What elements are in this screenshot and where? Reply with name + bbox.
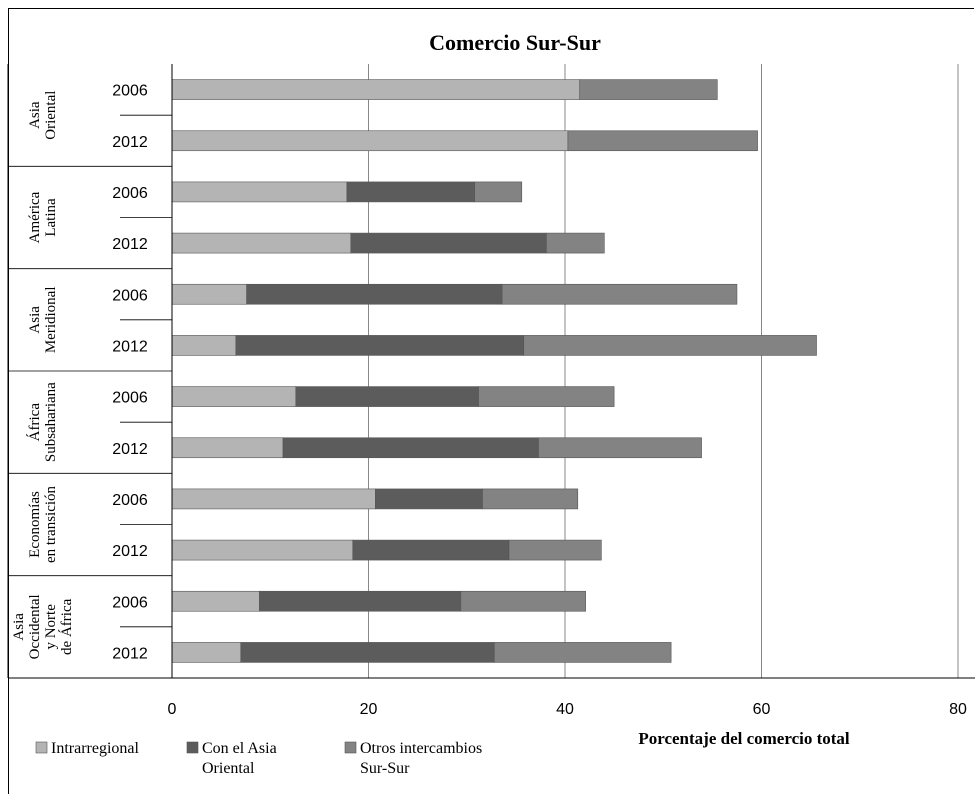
year-label: 2012 <box>112 338 148 355</box>
year-label: 2006 <box>112 83 148 100</box>
group-label-line: Meridional <box>43 287 59 354</box>
year-label: 2012 <box>112 441 148 458</box>
bar-segment <box>240 642 495 663</box>
group-label-line: África <box>26 403 43 442</box>
year-label: 2006 <box>112 185 148 202</box>
group-label-line: Asia <box>11 613 27 641</box>
bar-segment <box>350 232 547 254</box>
bar-segment <box>346 181 475 203</box>
bar-segment <box>259 590 462 612</box>
group-label: Asia Occidental y Norte de África <box>11 594 75 659</box>
group-label-line: Economías <box>27 491 43 558</box>
year-label: 2006 <box>112 492 148 509</box>
bar-segment <box>246 283 503 305</box>
bar-segment <box>460 590 586 612</box>
x-tick-label: 0 <box>168 701 177 718</box>
bar-segment <box>482 488 579 510</box>
x-tick-label: 40 <box>556 701 574 718</box>
legend: Intrarregional Con el Asia Oriental Otros i… <box>35 740 482 777</box>
group-label-line: Asia <box>27 306 43 334</box>
group-label-line: Subsahariana <box>43 382 59 462</box>
legend-label: Con el Asia <box>202 740 277 757</box>
bar-segment <box>171 181 348 203</box>
bar-segment <box>171 130 569 152</box>
bar-segment <box>282 437 539 459</box>
year-label: 2012 <box>112 236 148 253</box>
year-label: 2006 <box>112 390 148 407</box>
group-label-line: Occidental <box>27 594 43 659</box>
bar-segment <box>171 539 354 561</box>
category-labels: 2006 2012 2006 2012 2006 2012 2006 2012 2006 2012… <box>7 64 172 679</box>
bar-segment <box>501 283 738 305</box>
legend-label: Otros intercambios <box>360 740 482 757</box>
legend-label: Intrarregional <box>51 740 140 757</box>
group-label: Asia Meridional <box>27 287 59 354</box>
legend-swatch <box>186 741 199 754</box>
year-label: 2006 <box>112 594 148 611</box>
group-label: África Subsahariana <box>26 382 59 462</box>
bar-segment <box>171 335 237 356</box>
group-label-line: y Norte <box>43 604 59 650</box>
bar-segment <box>493 642 672 663</box>
group-label-line: Asia <box>27 101 43 129</box>
bar-segment <box>352 539 510 561</box>
bar-segment <box>171 386 297 407</box>
year-label: 2012 <box>112 134 148 151</box>
bar-segment <box>375 488 483 510</box>
legend-label: Oriental <box>202 760 255 777</box>
bar-segment <box>478 386 615 407</box>
bar-segment <box>171 232 352 254</box>
group-label-line: Oriental <box>43 91 59 140</box>
bar-segment <box>235 335 525 356</box>
group-label-line: América <box>27 191 43 243</box>
legend-swatch <box>344 741 357 754</box>
year-label: 2012 <box>112 543 148 560</box>
bar-segment <box>171 590 260 612</box>
bar-segment <box>171 437 284 459</box>
bar-segment <box>474 181 523 203</box>
group-label: Asia Oriental <box>27 91 59 140</box>
gridlines <box>171 64 959 678</box>
bar-segment <box>508 539 602 561</box>
group-label-line: en transición <box>43 485 59 563</box>
year-label: 2012 <box>112 645 148 662</box>
group-label: América Latina <box>27 191 59 243</box>
bar-segment <box>171 79 581 100</box>
bar-segment <box>567 130 758 152</box>
bar-segment <box>171 642 242 663</box>
bars <box>171 79 817 663</box>
bar-segment <box>295 386 479 407</box>
group-label: Economías en transición <box>27 485 59 563</box>
bar-segment <box>538 437 702 459</box>
x-tick-label: 20 <box>360 701 378 718</box>
x-axis: 0 20 40 60 80 <box>8 64 975 718</box>
group-label-line: Latina <box>43 198 59 237</box>
bar-segment <box>171 488 376 510</box>
bar-segment <box>546 232 605 254</box>
legend-label: Sur-Sur <box>360 760 410 777</box>
chart-title: Comercio Sur-Sur <box>429 30 601 55</box>
year-label: 2006 <box>112 287 148 304</box>
x-tick-label: 80 <box>949 701 967 718</box>
bar-segment <box>579 79 718 100</box>
bar-segment <box>171 283 247 305</box>
bar-segment <box>523 335 817 356</box>
x-axis-label: Porcentaje del comercio total <box>638 729 850 748</box>
legend-swatch <box>35 741 48 754</box>
x-tick-label: 60 <box>753 701 771 718</box>
group-label-line: de África <box>58 598 75 655</box>
